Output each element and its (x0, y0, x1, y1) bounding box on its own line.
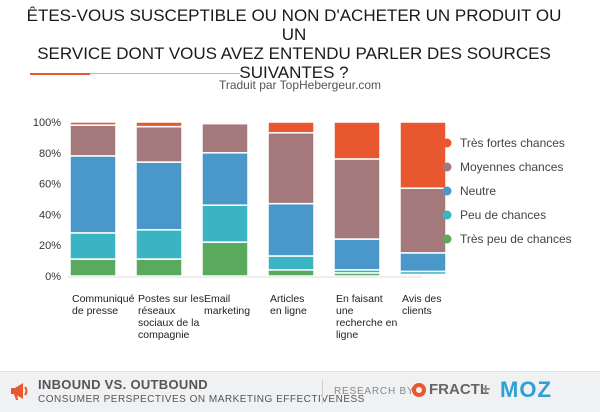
y-tick-label: 100% (33, 117, 61, 129)
x-tick-label: en ligne (270, 305, 307, 317)
bar-segment (135, 161, 183, 231)
plus-sign: + (481, 381, 491, 398)
x-tick-label: En faisant (336, 293, 383, 305)
fractl-logo-text: FRACTL (429, 381, 489, 398)
bar-segment (267, 121, 315, 134)
legend-marker (442, 186, 452, 196)
x-tick-label: de presse (72, 305, 118, 317)
bar-segment (201, 122, 249, 154)
title-line-1: ÊTES-VOUS SUSCEPTIBLE OU NON D'ACHETER U… (26, 6, 562, 44)
x-tick-label: une (336, 305, 354, 317)
fractl-logo: FRACTL (412, 381, 489, 398)
bar-segment (69, 124, 117, 157)
footer-banner: INBOUND VS. OUTBOUND CONSUMER PERSPECTIV… (0, 371, 600, 412)
x-tick-label: sociaux de la (138, 317, 199, 329)
y-tick-label: 80% (39, 148, 61, 160)
x-tick-label: Email (204, 293, 230, 305)
bar-segment (69, 232, 117, 260)
bar-segment (333, 238, 381, 271)
x-tick-label: Communiqué (72, 293, 135, 305)
y-tick-label: 20% (39, 240, 61, 252)
bar-segment (135, 229, 183, 260)
megaphone-icon (11, 383, 28, 400)
bar-segment (333, 121, 381, 160)
title-divider (30, 73, 240, 75)
y-tick-label: 0% (45, 271, 61, 283)
legend-marker (442, 234, 452, 244)
x-tick-label: clients (402, 305, 432, 317)
footer-title: INBOUND VS. OUTBOUND (38, 377, 208, 392)
x-tick-label: réseaux (138, 305, 176, 317)
legend-marker (442, 210, 452, 220)
x-tick-label: marketing (204, 305, 250, 317)
chart-title: ÊTES-VOUS SUSCEPTIBLE OU NON D'ACHETER U… (14, 6, 574, 82)
bar-segment (69, 121, 117, 126)
research-by-label: RESEARCH BY > (334, 386, 425, 397)
legend-label: Moyennes chances (460, 160, 563, 174)
legend-label: Peu de chances (460, 208, 546, 222)
bar-segment (201, 121, 249, 125)
legend-label: Très peu de chances (460, 232, 572, 246)
x-tick-label: Articles (270, 293, 304, 305)
bar-segment (267, 132, 315, 205)
y-tick-label: 40% (39, 209, 61, 221)
x-tick-label: ligne (336, 329, 358, 341)
legend-label: Neutre (460, 184, 496, 198)
title-line-3: SUIVANTES ? (239, 63, 349, 82)
bar-segment (399, 252, 447, 273)
bar-segment (267, 202, 315, 257)
legend-label: Très fortes chances (460, 136, 565, 150)
fractl-logo-icon (412, 382, 426, 397)
footer-subtitle: CONSUMER PERSPECTIVES ON MARKETING EFFEC… (38, 394, 365, 405)
y-tick-label: 60% (39, 179, 61, 191)
bar-segment (135, 121, 183, 128)
bar-segment (135, 125, 183, 163)
legend-marker (442, 162, 452, 172)
legend-marker (442, 138, 452, 148)
bar-segment (201, 152, 249, 206)
x-tick-label: Avis des (402, 293, 442, 305)
bar-segment (135, 258, 183, 277)
footer-separator (322, 380, 323, 404)
bar-segment (267, 269, 315, 277)
bar-segment (267, 255, 315, 271)
title-line-2: SERVICE DONT VOUS AVEZ ENTENDU PARLER DE… (37, 44, 551, 63)
x-tick-label: Postes sur les (138, 293, 204, 305)
x-tick-label: compagnie (138, 329, 190, 341)
bar-segment (201, 241, 249, 277)
bar-segment (399, 121, 447, 189)
bar-segment (69, 155, 117, 234)
chart-subtitle: Traduit par TopHebergeur.com (218, 78, 382, 92)
bar-segment (69, 258, 117, 277)
bar-segment (333, 158, 381, 240)
moz-logo: MOZ (500, 377, 552, 402)
bar-segment (201, 204, 249, 243)
bar-segment (399, 187, 447, 254)
x-tick-label: recherche en (336, 317, 397, 329)
